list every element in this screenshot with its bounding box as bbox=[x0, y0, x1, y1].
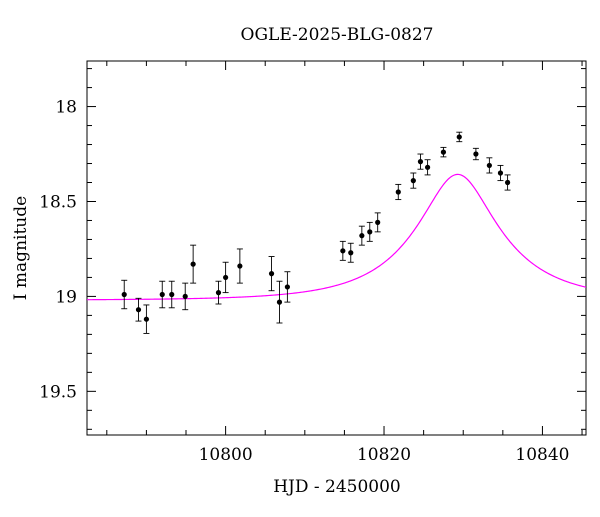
data-marker bbox=[223, 274, 229, 281]
axis-ticks: 10800 10820 10840 18 18.5 19 19.5 bbox=[39, 61, 586, 465]
data-point bbox=[504, 174, 511, 191]
data-point bbox=[456, 131, 463, 143]
data-point bbox=[440, 146, 447, 158]
data-point bbox=[410, 172, 417, 189]
data-point bbox=[424, 159, 431, 176]
data-marker bbox=[284, 284, 290, 290]
data-point bbox=[182, 282, 189, 311]
data-marker bbox=[121, 291, 127, 298]
data-marker bbox=[417, 159, 424, 165]
y-tick-label: 19 bbox=[55, 287, 77, 307]
data-marker bbox=[182, 293, 188, 300]
data-point bbox=[358, 225, 365, 246]
data-marker bbox=[268, 271, 275, 277]
y-axis-label: I magnitude bbox=[11, 196, 31, 300]
data-marker bbox=[135, 307, 142, 313]
x-tick-label: 10840 bbox=[515, 445, 569, 465]
plot-frame bbox=[86, 60, 587, 436]
data-marker bbox=[424, 164, 431, 170]
data-marker bbox=[473, 151, 479, 157]
data-marker bbox=[159, 291, 165, 298]
data-marker bbox=[497, 170, 504, 176]
data-marker bbox=[169, 291, 175, 298]
data-point bbox=[121, 279, 128, 310]
data-marker bbox=[276, 299, 283, 305]
data-point bbox=[276, 280, 283, 324]
model-curve bbox=[87, 173, 587, 301]
data-marker bbox=[504, 179, 511, 186]
data-marker bbox=[440, 149, 447, 155]
x-tick-label: 10820 bbox=[357, 445, 411, 465]
data-point bbox=[215, 280, 222, 305]
y-tick-label: 18 bbox=[55, 98, 77, 118]
data-point bbox=[284, 271, 291, 303]
data-marker bbox=[367, 229, 373, 235]
data-point bbox=[168, 280, 175, 309]
data-marker bbox=[215, 290, 222, 296]
data-marker bbox=[486, 162, 492, 169]
data-marker bbox=[410, 178, 416, 184]
data-marker bbox=[348, 250, 354, 256]
data-marker bbox=[456, 134, 462, 140]
data-marker bbox=[143, 316, 150, 322]
data-marker bbox=[340, 248, 346, 254]
data-point bbox=[374, 212, 381, 233]
data-point bbox=[143, 304, 150, 334]
x-tick-label: 10800 bbox=[199, 445, 253, 465]
data-marker bbox=[190, 261, 196, 267]
data-point bbox=[347, 242, 354, 263]
data-point bbox=[472, 147, 479, 161]
data-point bbox=[268, 256, 275, 292]
data-marker bbox=[375, 219, 381, 225]
y-tick-label: 19.5 bbox=[39, 382, 77, 402]
data-point bbox=[497, 164, 504, 182]
data-marker bbox=[237, 263, 243, 269]
data-point bbox=[339, 240, 346, 261]
data-point bbox=[486, 157, 493, 174]
model-curve-layer bbox=[87, 173, 587, 301]
data-points bbox=[121, 131, 511, 334]
data-marker bbox=[359, 233, 365, 239]
y-tick-label: 18.5 bbox=[39, 192, 77, 212]
data-point bbox=[417, 153, 424, 170]
chart-title: OGLE-2025-BLG-0827 bbox=[241, 25, 434, 45]
data-point bbox=[222, 261, 229, 294]
data-point bbox=[159, 280, 166, 309]
data-point bbox=[366, 221, 373, 242]
data-marker bbox=[395, 189, 401, 195]
data-point bbox=[135, 297, 142, 322]
data-point bbox=[395, 183, 402, 201]
data-point bbox=[190, 244, 197, 284]
x-axis-label: HJD - 2450000 bbox=[273, 477, 401, 497]
data-point bbox=[236, 248, 243, 284]
